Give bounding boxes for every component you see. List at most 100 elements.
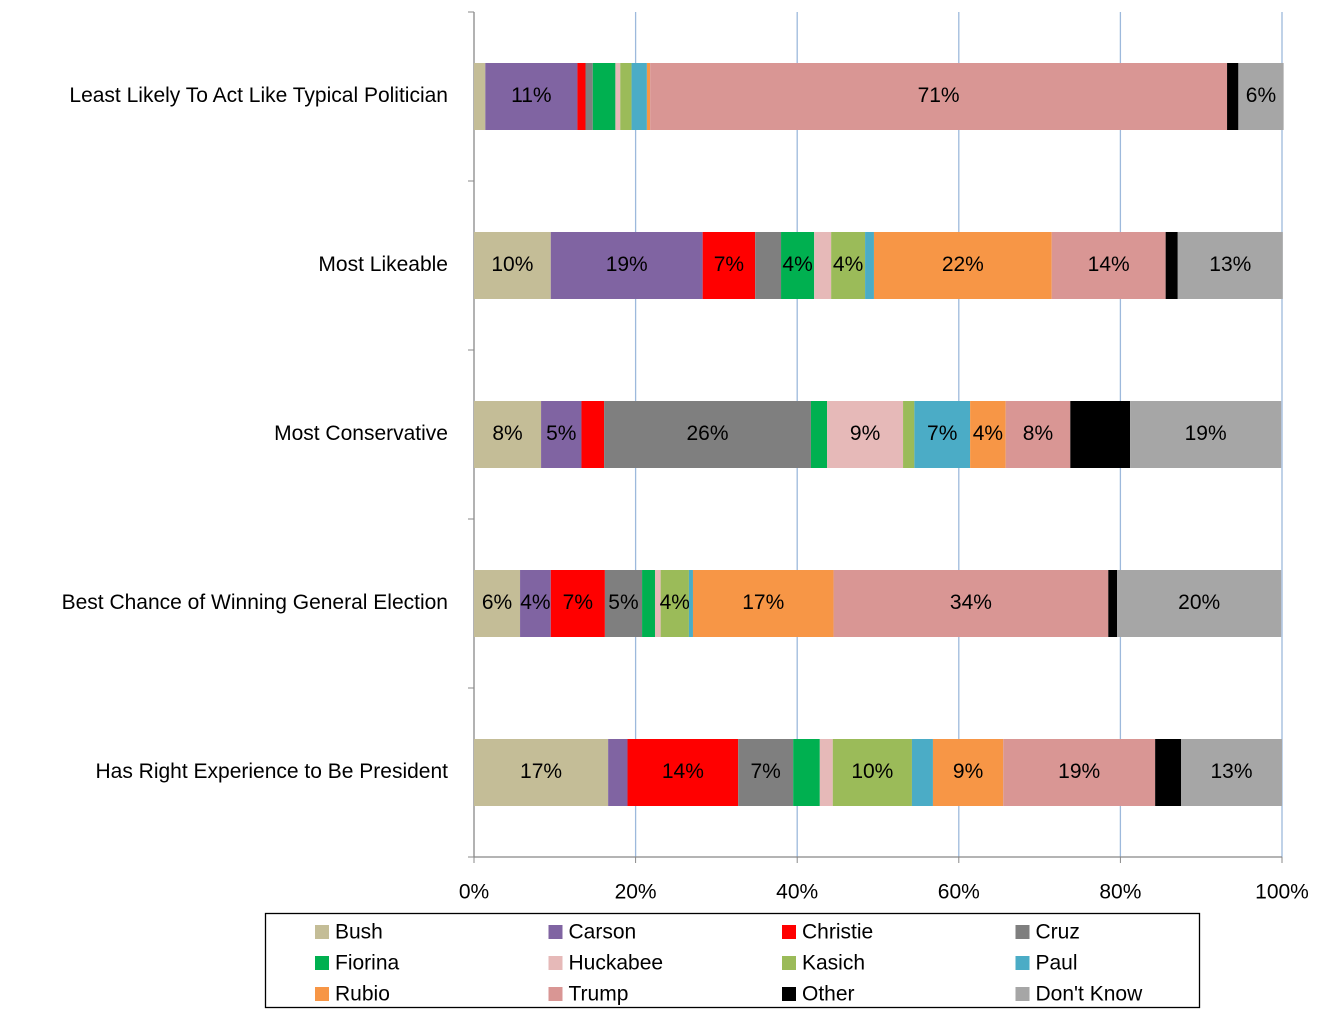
data-label: 17% [520, 760, 562, 783]
data-label: 71% [918, 84, 960, 107]
bar-segment [814, 232, 832, 299]
bar-segment [581, 401, 605, 468]
data-label: 9% [953, 760, 983, 783]
bar-segment [474, 739, 609, 806]
data-label: 19% [606, 253, 648, 276]
bar-segment [1181, 739, 1282, 806]
legend-label: Don't Know [1036, 983, 1144, 1006]
data-label: 8% [1023, 422, 1053, 445]
data-label: 7% [714, 253, 744, 276]
data-label: 14% [662, 760, 704, 783]
bar-segment [688, 570, 693, 637]
bar-segment [642, 570, 655, 637]
bar-segment [646, 63, 651, 130]
legend-swatch [548, 925, 563, 939]
x-tick-label: 60% [938, 881, 980, 904]
bar-segment [932, 739, 1004, 806]
bar-segment [585, 63, 593, 130]
bar-segment [592, 63, 616, 130]
bar-segment [914, 401, 971, 468]
bar-segment [1177, 232, 1283, 299]
data-label: 17% [742, 591, 784, 614]
data-label: 19% [1058, 760, 1100, 783]
y-tick-label: Has Right Experience to Be President [95, 760, 448, 783]
bar-segment [1108, 570, 1118, 637]
bar-segment [1051, 232, 1166, 299]
bar-segment [550, 570, 605, 637]
data-label: 13% [1210, 760, 1252, 783]
bar-segment [833, 570, 1109, 637]
data-label: 4% [782, 253, 812, 276]
bar-segment [832, 739, 912, 806]
bar-segment [550, 232, 703, 299]
bar-segment [1238, 63, 1284, 130]
bar-segment [827, 401, 904, 468]
data-label: 22% [942, 253, 984, 276]
data-label: 14% [1088, 253, 1130, 276]
data-label: 10% [491, 253, 533, 276]
data-label: 11% [511, 84, 551, 107]
data-label: 9% [850, 422, 880, 445]
x-tick-label: 0% [459, 881, 489, 904]
bar-segment [692, 570, 834, 637]
y-tick-label: Most Conservative [274, 422, 448, 445]
bar-segment [608, 739, 628, 806]
bar-segment [1227, 63, 1239, 130]
legend-swatch [315, 987, 329, 1001]
bar-segment [615, 63, 621, 130]
legend-swatch [548, 987, 563, 1001]
legend-label: Fiorina [335, 952, 400, 975]
data-label: 7% [927, 422, 957, 445]
x-tick-label: 100% [1255, 881, 1309, 904]
bar-segment [819, 739, 833, 806]
legend-swatch [315, 956, 329, 970]
bar-segment [873, 232, 1052, 299]
bar-segment [620, 63, 632, 130]
bar-segment [911, 739, 933, 806]
legend-swatch [782, 956, 796, 970]
legend-swatch [1015, 925, 1030, 939]
bar-segment [577, 63, 586, 130]
data-label: 7% [563, 591, 593, 614]
legend-label: Trump [569, 983, 629, 1006]
bar-segment [831, 232, 866, 299]
bar-segment [1117, 570, 1282, 637]
bar-segment [631, 63, 647, 130]
bar-segment [650, 63, 1228, 130]
bar-segment [1070, 401, 1131, 468]
legend-swatch [1015, 956, 1030, 970]
bar-segment [903, 401, 915, 468]
data-label: 6% [1246, 84, 1276, 107]
data-label: 4% [833, 253, 863, 276]
data-label: 8% [492, 422, 522, 445]
legend-label: Rubio [335, 983, 390, 1006]
legend-box [264, 912, 1201, 1009]
data-label: 34% [950, 591, 992, 614]
data-label: 4% [660, 591, 690, 614]
bar-segment [474, 570, 521, 637]
bar-segment [1155, 739, 1181, 806]
bar-segment [474, 232, 551, 299]
bar-segment [660, 570, 689, 637]
x-tick-label: 80% [1099, 881, 1141, 904]
legend-label: Bush [335, 921, 383, 944]
data-label: 5% [608, 591, 638, 614]
bar-segment [604, 401, 811, 468]
legend-swatch [548, 956, 563, 970]
legend-swatch [315, 925, 329, 939]
bar-segment [654, 570, 661, 637]
bar-segment [541, 401, 582, 468]
bar-segment [474, 63, 486, 130]
data-label: 6% [482, 591, 512, 614]
y-tick-label: Best Chance of Winning General Election [62, 591, 448, 614]
data-label: 7% [751, 760, 781, 783]
legend-swatch [782, 925, 796, 939]
bar-segment [865, 232, 874, 299]
bar-segment [738, 739, 794, 806]
bar-segment [485, 63, 578, 130]
bar-segment [970, 401, 1006, 468]
x-tick-label: 40% [776, 881, 818, 904]
data-label: 4% [520, 591, 550, 614]
legend-swatch [782, 987, 796, 1001]
bar-segment [1003, 739, 1156, 806]
